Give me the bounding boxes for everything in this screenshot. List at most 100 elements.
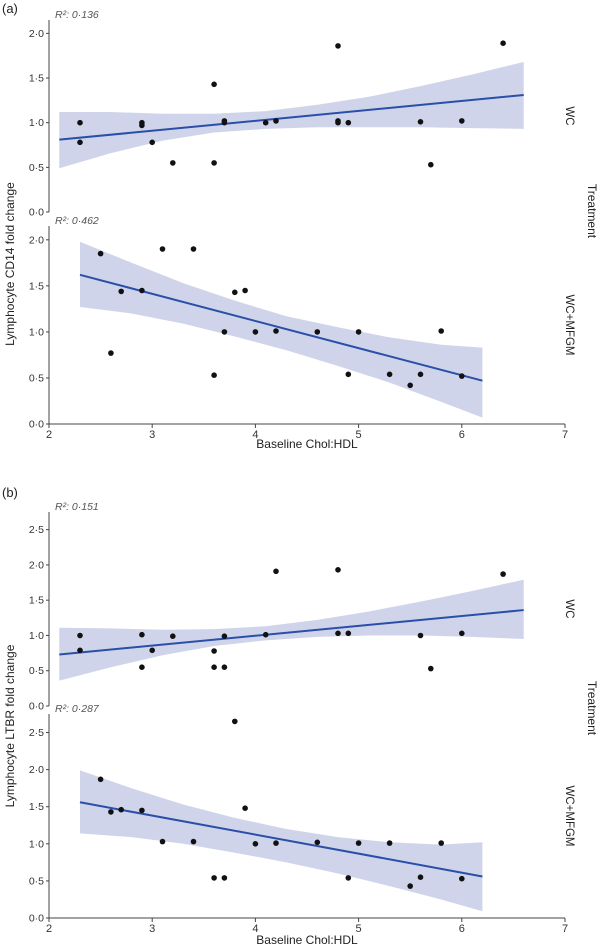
chart-4-point-19: [438, 840, 445, 846]
chart-4-x-tick-label-3: 4: [252, 923, 258, 935]
chart-1-y-tick-label-1: 0·0: [29, 207, 44, 219]
chart-1-point-18: [428, 161, 434, 168]
chart-3-r-squared-label: R²: 0·151: [55, 501, 99, 513]
chart-3-y-tick-label-2: 0·5: [29, 665, 44, 677]
chart-1: 0·0 0·5 1·0 1·5 2·0 R²: 0·136 WC: [29, 9, 575, 219]
chart-4-confidence-band: [80, 770, 483, 912]
chart-3-point-8: [211, 664, 217, 670]
chart-4-point-6: [190, 838, 197, 845]
chart-3-y-tick-label-4: 1·5: [29, 595, 44, 607]
chart-3-point-13: [335, 567, 341, 573]
chart-4-point-1: [97, 776, 104, 783]
chart-2-x-tick-label-3: 4: [252, 429, 258, 441]
panel-a-letter: (a): [2, 1, 18, 16]
chart-1-y-tick-label-2: 0·5: [29, 162, 44, 174]
chart-4-x-tick-label-1: 2: [46, 923, 52, 935]
chart-4-point-3: [118, 806, 124, 813]
chart-4-point-9: [232, 718, 238, 725]
chart-1-point-19: [459, 118, 465, 124]
chart-2-point-7: [211, 372, 217, 379]
chart-4-point-16: [386, 840, 393, 846]
chart-3-y-tick-label-5: 2·0: [29, 559, 44, 571]
chart-4-point-2: [108, 809, 114, 815]
chart-4: 0·0 0·5 1·0 1·5 2·0 2·5 2 3 4 5 6 7 R²: 0·287 WC+MFGM: [29, 703, 575, 935]
chart-4-point-5: [159, 838, 166, 845]
chart-3-point-12: [273, 568, 279, 575]
chart-1-point-16: [345, 119, 352, 126]
chart-2-point-1: [97, 250, 104, 257]
chart-2-point-9: [232, 289, 238, 296]
chart-1-facet-label: WC: [563, 106, 575, 125]
panel-a-y-axis-label: Lymphocyte CD14 fold change: [3, 182, 17, 346]
chart-3-regression-line: [59, 609, 524, 656]
chart-2-point-14: [345, 371, 352, 378]
panel-b-x-axis-label: Baseline Chol:HDL: [256, 933, 358, 947]
chart-4-point-11: [252, 841, 259, 847]
chart-2-point-8: [221, 329, 228, 335]
chart-1-y-tick-label-3: 1·0: [29, 117, 44, 129]
chart-4-y-tick-label-6: 2·5: [29, 727, 44, 739]
chart-3-point-17: [428, 665, 434, 672]
chart-4-y-tick-label-1: 0·0: [29, 913, 44, 925]
chart-3-point-14: [335, 630, 341, 637]
chart-2-point-6: [190, 246, 197, 252]
chart-3-point-3: [139, 631, 145, 638]
chart-3-point-18: [459, 630, 465, 637]
chart-3-point-2: [77, 647, 83, 654]
chart-4-y-tick-label-5: 2·0: [29, 764, 44, 776]
plots-layer: 0·0 0·5 1·0 1·5 2·0 R²: 0·136 WC 0·0 0·5 1·0 1·5 2·…: [29, 9, 575, 935]
chart-4-point-4: [139, 807, 145, 814]
chart-4-x-tick-label-5: 6: [459, 923, 465, 935]
chart-3-point-16: [417, 632, 424, 639]
chart-4-y-tick-label-3: 1·0: [29, 838, 44, 850]
chart-2-point-4: [139, 287, 145, 294]
chart-2-point-17: [407, 382, 414, 389]
chart-4-point-15: [355, 840, 362, 846]
chart-2-x-tick-label-6: 7: [562, 429, 568, 441]
chart-2-y-tick-label-1: 0·0: [29, 419, 44, 431]
chart-4-x-tick-label-4: 5: [356, 923, 362, 935]
chart-1-r-squared-label: R²: 0·136: [55, 9, 99, 21]
chart-4-point-14: [345, 875, 352, 881]
chart-1-point-5: [149, 139, 155, 146]
chart-2-x-tick-label-1: 2: [46, 429, 52, 441]
panel-a-x-axis-label: Baseline Chol:HDL: [256, 437, 358, 451]
chart-2-point-2: [108, 350, 114, 356]
chart-2-x-tick-label-2: 3: [149, 429, 155, 441]
chart-3-y-tick-label-6: 2·5: [29, 524, 44, 536]
chart-4-point-18: [417, 874, 424, 880]
chart-2-point-16: [386, 371, 393, 378]
chart-1-point-17: [417, 119, 424, 125]
chart-4-regression-line: [79, 801, 483, 878]
chart-4-point-17: [407, 883, 414, 889]
chart-3-point-7: [211, 648, 217, 654]
chart-3-point-6: [170, 633, 176, 639]
chart-3-point-19: [500, 571, 506, 577]
chart-3-point-9: [221, 633, 228, 639]
chart-3-point-5: [149, 647, 155, 654]
chart-1-point-10: [221, 119, 228, 126]
chart-3-point-10: [221, 664, 228, 670]
chart-1-point-13: [335, 43, 341, 49]
chart-1-point-1: [77, 119, 83, 126]
chart-4-point-10: [242, 805, 248, 811]
chart-3-confidence-band: [59, 579, 524, 681]
chart-2-confidence-band: [80, 241, 483, 418]
chart-3: 0·0 0·5 1·0 1·5 2·0 2·5 R²: 0·151 WC: [29, 501, 575, 713]
chart-4-y-tick-label-2: 0·5: [29, 875, 44, 887]
chart-3-y-tick-label-1: 0·0: [29, 701, 44, 713]
chart-2-facet-label: WC+MFGM: [563, 294, 575, 355]
chart-3-point-11: [262, 631, 269, 638]
chart-1-point-20: [500, 40, 506, 46]
chart-2-point-12: [273, 328, 279, 334]
chart-1-confidence-band: [59, 62, 524, 169]
chart-2-point-15: [355, 329, 362, 335]
chart-1-point-2: [77, 139, 83, 146]
chart-1-point-6: [170, 160, 176, 166]
chart-4-facet-label: WC+MFGM: [563, 785, 575, 846]
panel-b-letter: (b): [2, 485, 18, 500]
chart-2-point-5: [159, 246, 166, 252]
chart-1-point-8: [211, 160, 217, 166]
chart-2-point-19: [438, 328, 445, 334]
